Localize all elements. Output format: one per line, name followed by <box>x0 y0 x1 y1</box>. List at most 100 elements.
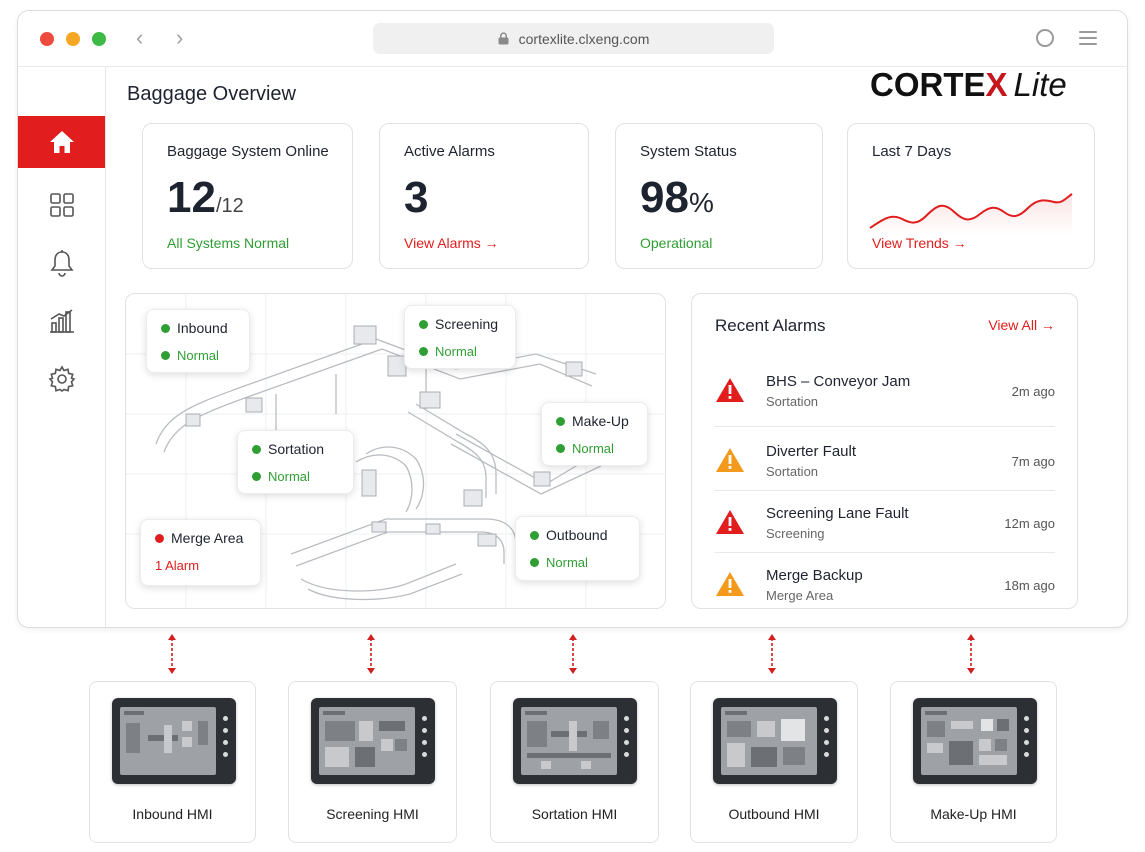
alarm-area: Screening <box>766 526 825 541</box>
hmi-panel-icon <box>112 698 236 784</box>
status-dot <box>161 324 170 333</box>
zone-name: Screening <box>419 316 498 332</box>
connection-arrow-icon <box>367 634 375 674</box>
hmi-screen <box>521 707 617 775</box>
view-all-alarms-link[interactable]: View All → <box>988 317 1055 333</box>
alarm-area: Sortation <box>766 394 819 409</box>
status-dot <box>530 531 539 540</box>
warning-alert-icon <box>716 572 744 596</box>
hmi-label: Screening HMI <box>326 806 419 822</box>
hmi-card-outbound[interactable]: Outbound HMI <box>690 681 858 843</box>
page-title: Baggage Overview <box>127 83 296 105</box>
sidebar-item-dashboard[interactable] <box>18 179 105 231</box>
alarm-name: Merge Backup <box>766 567 863 584</box>
alarm-list-item[interactable]: Merge Backup Merge Area 18m ago <box>715 567 1055 607</box>
status-dot <box>556 444 565 453</box>
alarm-list-item[interactable]: BHS – Conveyor Jam Sortation 2m ago <box>715 373 1055 427</box>
maximize-window-button[interactable] <box>92 32 106 46</box>
profile-circle-icon[interactable] <box>1036 29 1054 47</box>
zone-status-text: Normal <box>572 441 614 456</box>
zone-screening[interactable]: Screening Normal <box>404 305 516 369</box>
hmi-label: Outbound HMI <box>728 806 820 822</box>
view-alarms-link[interactable]: View Alarms → <box>404 235 499 251</box>
warning-alert-icon <box>716 448 744 472</box>
view-trends-link[interactable]: View Trends → <box>872 235 967 251</box>
zone-name: Make-Up <box>556 413 629 429</box>
zone-name: Sortation <box>252 441 324 457</box>
active-alarms-count: 3 <box>404 173 429 222</box>
alarm-name: BHS – Conveyor Jam <box>766 373 911 390</box>
logo-x-mark: X <box>985 66 1008 103</box>
status-dot <box>419 320 428 329</box>
zone-name: Inbound <box>161 320 228 336</box>
sidebar-item-reports[interactable] <box>18 295 105 347</box>
baggage-system-map: Inbound Normal Screening Normal Make-Up … <box>125 293 666 609</box>
sidebar-item-alarms[interactable] <box>18 237 105 289</box>
forward-arrow-icon[interactable]: › <box>176 25 184 50</box>
alarm-area: Merge Area <box>766 588 834 603</box>
online-total: /12 <box>215 195 244 217</box>
close-window-button[interactable] <box>40 32 54 46</box>
status-dot <box>161 351 170 360</box>
trend-sparkline <box>869 193 1073 236</box>
zone-inbound[interactable]: Inbound Normal <box>146 309 250 373</box>
status-dot <box>252 472 261 481</box>
zone-merge-area[interactable]: Merge Area 1 Alarm <box>140 519 261 586</box>
card-status: All Systems Normal <box>167 235 290 251</box>
hmi-label: Sortation HMI <box>531 806 618 822</box>
sidebar-item-settings[interactable] <box>18 353 105 405</box>
zone-status: Normal <box>419 344 477 359</box>
zone-status: Normal <box>161 348 219 363</box>
zone-status-text: 1 Alarm <box>155 558 200 573</box>
online-count: 12 <box>167 173 216 222</box>
card-active-alarms: Active Alarms 3 View Alarms → <box>379 123 589 269</box>
hmi-panel-icon <box>913 698 1037 784</box>
sidebar <box>18 67 106 627</box>
zone-status-text: Normal <box>177 348 219 363</box>
zone-status-text: Normal <box>435 344 477 359</box>
status-dot <box>252 445 261 454</box>
card-title: Baggage System Online <box>167 143 329 160</box>
hmi-panel-icon <box>513 698 637 784</box>
back-arrow-icon[interactable]: ‹ <box>136 25 144 50</box>
zone-label: Screening <box>435 316 499 332</box>
alarm-time: 7m ago <box>1011 454 1055 469</box>
zone-status-text: Normal <box>268 469 310 484</box>
alarm-list-item[interactable]: Screening Lane Fault Screening 12m ago <box>715 505 1055 553</box>
browser-toolbar: ‹ › cortexlite.clxeng.com <box>18 11 1127 67</box>
zone-status: 1 Alarm <box>155 558 199 573</box>
hmi-card-sortation[interactable]: Sortation HMI <box>490 681 659 843</box>
alarm-name: Diverter Fault <box>766 443 857 460</box>
connection-arrow-icon <box>768 634 776 674</box>
zone-outbound[interactable]: Outbound Normal <box>515 516 640 581</box>
recent-alarms-title: Recent Alarms <box>715 316 826 335</box>
hmi-buttons <box>422 716 428 764</box>
hmi-card-make-up[interactable]: Make-Up HMI <box>890 681 1057 843</box>
grid-icon <box>49 193 74 217</box>
sidebar-item-home[interactable] <box>18 116 105 168</box>
alarm-area: Sortation <box>766 464 819 479</box>
menu-icon[interactable] <box>1079 31 1097 45</box>
alarm-list-item[interactable]: Diverter Fault Sortation 7m ago <box>715 443 1055 491</box>
lock-icon <box>498 32 509 45</box>
cortex-lite-logo: CORTEX Lite <box>870 66 1067 106</box>
hmi-panel-icon <box>311 698 435 784</box>
zone-label: Merge Area <box>171 530 244 546</box>
card-system-online: Baggage System Online 12/12 All Systems … <box>142 123 353 269</box>
alarm-name: Screening Lane Fault <box>766 505 909 522</box>
minimize-window-button[interactable] <box>66 32 80 46</box>
hmi-card-inbound[interactable]: Inbound HMI <box>89 681 256 843</box>
alarm-time: 2m ago <box>1011 384 1055 399</box>
zone-make-up[interactable]: Make-Up Normal <box>541 402 648 466</box>
zone-sortation[interactable]: Sortation Normal <box>237 430 354 494</box>
connection-arrow-icon <box>569 634 577 674</box>
hmi-card-screening[interactable]: Screening HMI <box>288 681 457 843</box>
card-status: Operational <box>640 235 713 251</box>
url-text: cortexlite.clxeng.com <box>518 30 650 47</box>
zone-label: Make-Up <box>572 413 629 429</box>
alarm-time: 12m ago <box>1004 516 1055 531</box>
card-title: System Status <box>640 143 737 160</box>
address-bar[interactable]: cortexlite.clxeng.com <box>373 23 774 54</box>
status-dot <box>556 417 565 426</box>
connection-arrow-icon <box>168 634 176 674</box>
